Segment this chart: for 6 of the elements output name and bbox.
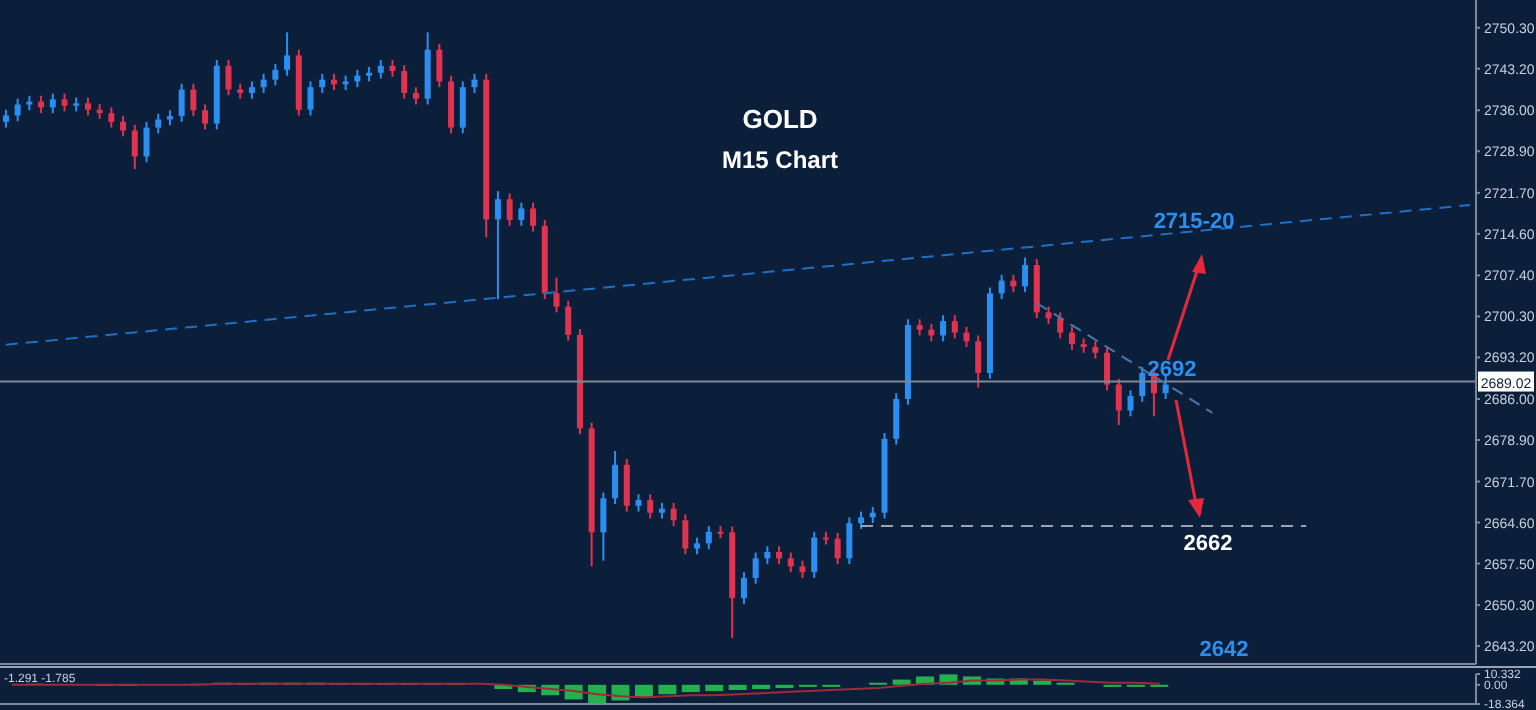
annotation: 2642: [1199, 638, 1249, 662]
annotation: 2715-20: [1153, 210, 1235, 234]
annotation: 2662: [1183, 532, 1233, 556]
text: GOLD: [742, 104, 818, 134]
text: M15 Chart: [721, 146, 839, 174]
annotation: 2692: [1147, 358, 1197, 382]
